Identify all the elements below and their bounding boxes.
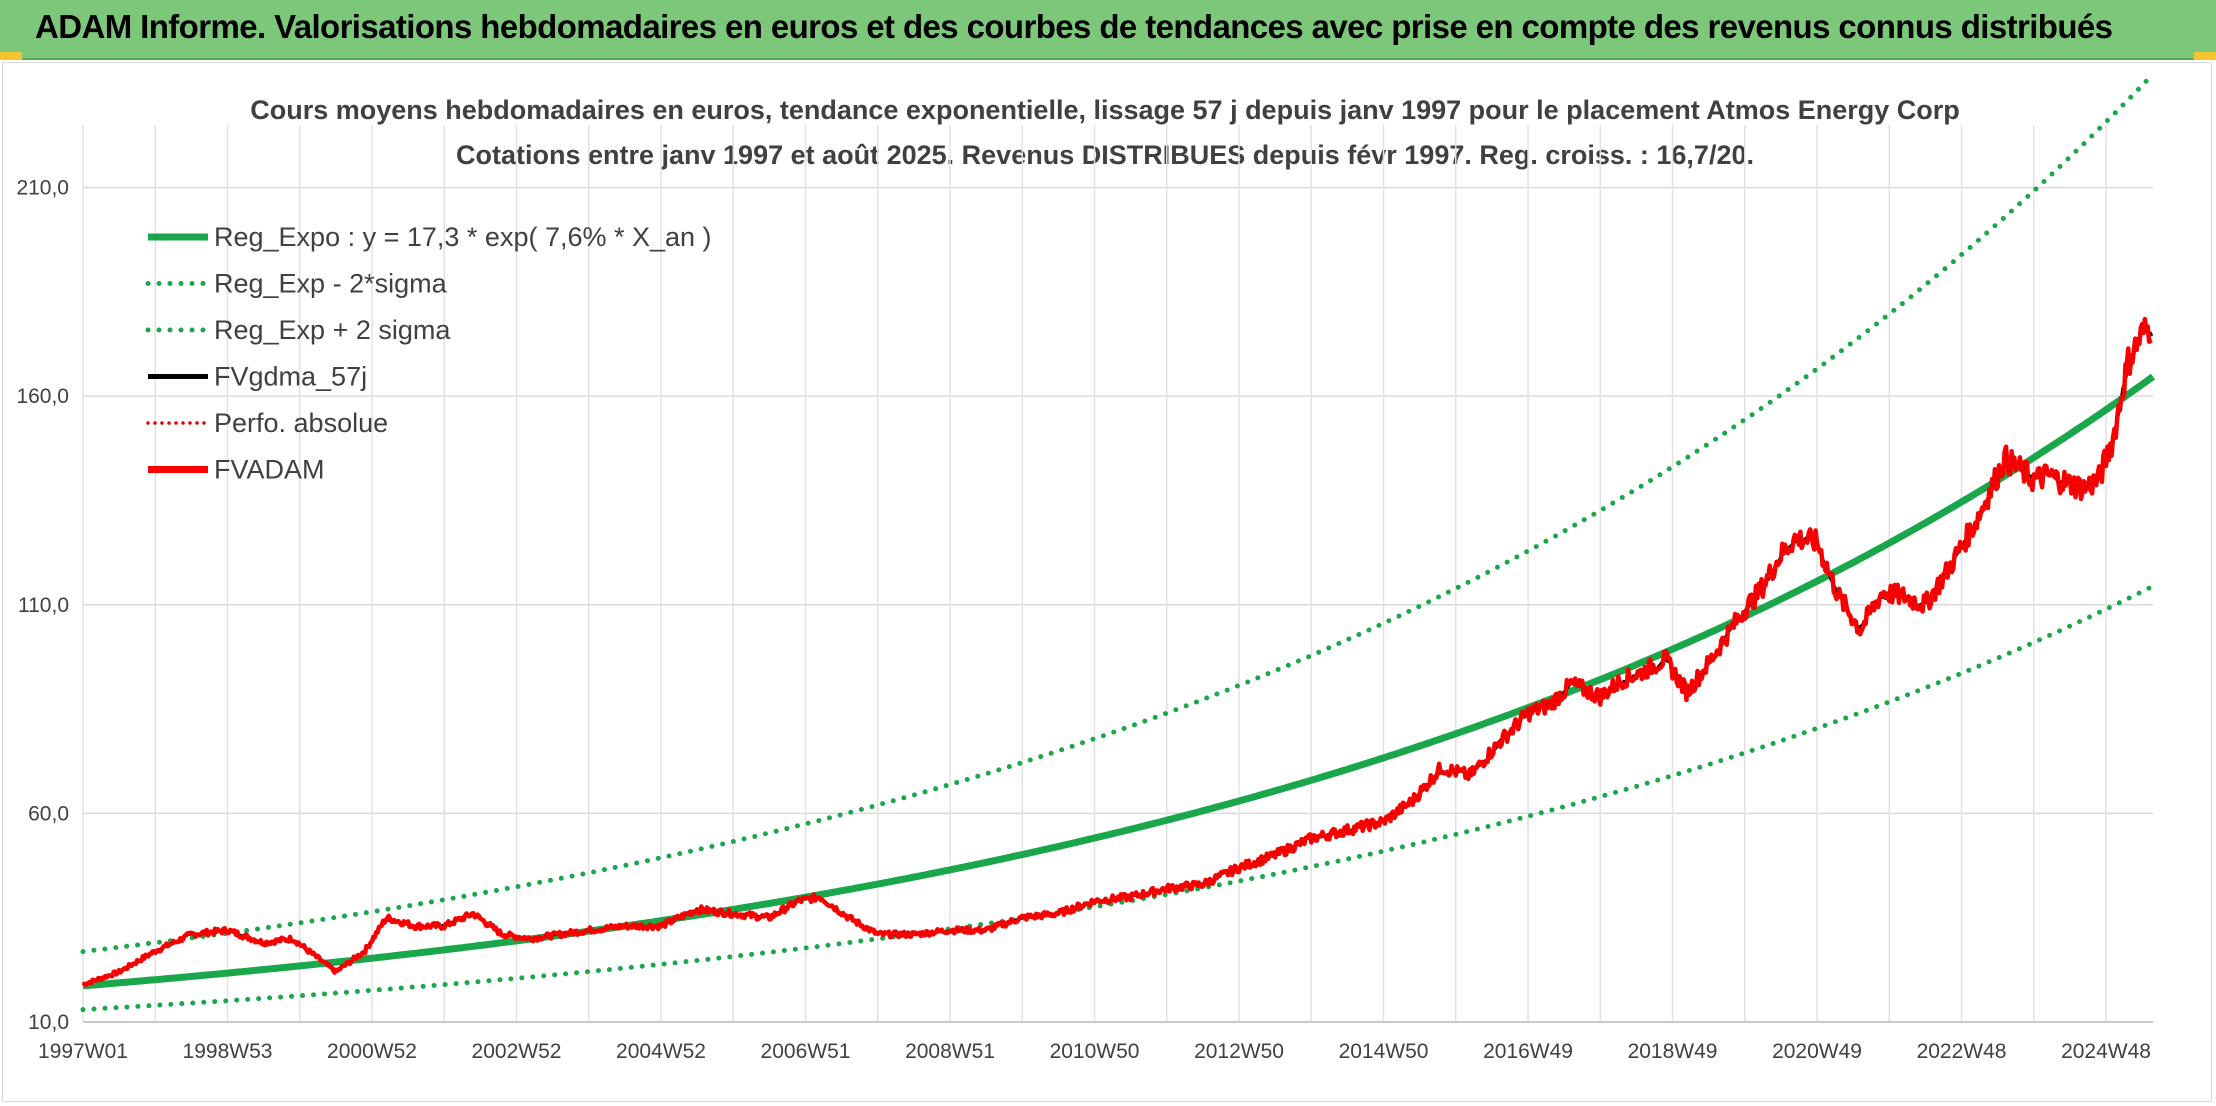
report-title: ADAM Informe. Valorisations hebdomadaire… — [35, 8, 2113, 45]
x-tick-label: 1997W01 — [38, 1040, 128, 1063]
y-axis: 10,0 60,0 110,0 160,0 210,0 — [16, 177, 69, 1034]
x-tick-label: 2024W48 — [2061, 1040, 2151, 1063]
legend-reg-exp-plus-label: Reg_Exp + 2 sigma — [214, 315, 451, 345]
x-tick-label: 2008W51 — [905, 1040, 995, 1063]
fvgdma-57j-line — [82, 330, 2154, 986]
y-tick-label: 110,0 — [18, 594, 69, 617]
reg-expo-line — [82, 373, 2156, 990]
legend-reg-exp-minus-label: Reg_Exp - 2*sigma — [214, 269, 448, 299]
legend-reg-expo-label: Reg_Expo : y = 17,3 * exp( 7,6% * X_an ) — [214, 222, 712, 252]
y-tick-label: 210,0 — [16, 177, 69, 200]
reg-exp-minus-2sigma-line — [80, 583, 2156, 1013]
chart-subtitle: Cotations entre janv 1997 et août 2025. … — [456, 140, 1754, 170]
x-tick-label: 2012W50 — [1194, 1040, 1284, 1063]
x-tick-label: 2020W49 — [1772, 1040, 1862, 1063]
x-tick-label: 2004W52 — [616, 1040, 706, 1063]
y-tick-label: 10,0 — [28, 1011, 69, 1034]
perfo-absolue-line — [82, 318, 2153, 987]
x-tick-label: 2022W48 — [1917, 1040, 2007, 1063]
banner-corner-left — [0, 52, 22, 60]
x-axis: 1997W01 1998W53 2000W52 2002W52 2004W52 2006W… — [38, 1021, 2153, 1063]
reg-exp-plus-2sigma-line — [80, 71, 2156, 955]
x-tick-label: 2006W51 — [761, 1040, 851, 1063]
plot-area — [80, 71, 2156, 1013]
x-tick-label: 2018W49 — [1628, 1040, 1718, 1063]
legend-fvadam-label: FVADAM — [214, 455, 325, 485]
chart-title: Cours moyens hebdomadaires en euros, ten… — [250, 95, 1960, 125]
legend-perfo-absolue-label: Perfo. absolue — [214, 408, 388, 438]
report-banner: ADAM Informe. Valorisations hebdomadaire… — [0, 0, 2216, 60]
x-tick-label: 2000W52 — [327, 1040, 417, 1063]
x-tick-label: 2016W49 — [1483, 1040, 1573, 1063]
fvadam-line — [81, 316, 2153, 988]
x-tick-label: 2010W50 — [1050, 1040, 1140, 1063]
y-tick-label: 160,0 — [16, 385, 69, 408]
legend-fvgdma-label: FVgdma_57j — [214, 362, 367, 392]
chart-legend: Reg_Expo : y = 17,3 * exp( 7,6% * X_an )… — [145, 222, 712, 485]
y-tick-label: 60,0 — [28, 802, 69, 825]
x-tick-label: 1998W53 — [183, 1040, 273, 1063]
chart-grid — [82, 125, 2153, 1023]
chart-frame — [2, 62, 2212, 1102]
banner-corner-right — [2194, 52, 2216, 60]
x-tick-label: 2002W52 — [472, 1040, 562, 1063]
x-tick-label: 2014W50 — [1339, 1040, 1429, 1063]
